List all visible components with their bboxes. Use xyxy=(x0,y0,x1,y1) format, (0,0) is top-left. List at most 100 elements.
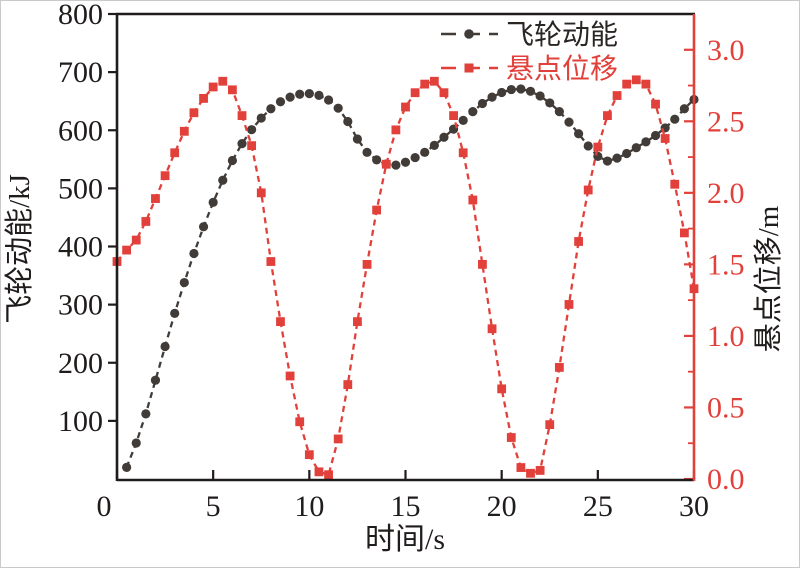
x-tick-label: 25 xyxy=(583,490,613,523)
data-point-circle xyxy=(564,117,574,127)
spines-layer xyxy=(115,12,696,482)
data-point-circle xyxy=(266,104,276,114)
y-left-tick-label: 800 xyxy=(58,1,103,31)
y-left-tick-label: 700 xyxy=(58,56,103,89)
legend-marker-square xyxy=(464,63,474,73)
data-point-square xyxy=(670,179,680,189)
y-right-tick-label: 3.0 xyxy=(707,34,745,67)
data-point-square xyxy=(256,188,266,198)
y-right-tick-label: 1.0 xyxy=(707,320,745,353)
data-point-square xyxy=(583,185,593,195)
x-tick-label: 30 xyxy=(679,490,709,523)
data-point-circle xyxy=(400,157,411,167)
data-point-circle xyxy=(554,107,564,117)
data-point-square xyxy=(439,88,449,98)
data-point-square xyxy=(612,91,622,100)
y-right-tick-label: 1.5 xyxy=(707,248,745,281)
data-point-square xyxy=(179,126,189,136)
data-point-square xyxy=(651,99,660,109)
x-tick-label: 20 xyxy=(487,490,517,523)
data-point-circle xyxy=(218,175,228,185)
data-point-circle xyxy=(170,308,180,318)
legend-item-flywheel: 飞轮动能 xyxy=(441,19,618,51)
data-point-square xyxy=(324,470,333,480)
data-point-circle xyxy=(323,95,334,105)
data-point-circle xyxy=(506,84,516,95)
data-point-square xyxy=(160,171,170,181)
data-point-square xyxy=(429,76,439,86)
data-point-circle xyxy=(256,113,266,123)
data-point-square xyxy=(141,217,151,226)
data-point-square xyxy=(266,257,276,266)
data-point-square xyxy=(285,371,295,381)
x-axis-title: 时间/s xyxy=(365,523,445,556)
legend-label: 飞轮动能 xyxy=(506,19,618,51)
data-point-square xyxy=(218,76,228,86)
data-point-square xyxy=(660,134,670,143)
data-point-circle xyxy=(439,132,449,142)
data-point-circle xyxy=(189,248,199,259)
data-point-square xyxy=(170,148,180,158)
data-point-circle xyxy=(285,92,295,102)
data-point-square xyxy=(353,317,362,327)
data-point-square xyxy=(497,384,507,394)
data-point-square xyxy=(401,102,410,112)
series-layer xyxy=(112,75,699,480)
legend-item-displacement: 悬点位移 xyxy=(441,53,618,85)
data-point-circle xyxy=(391,160,401,170)
data-point-circle xyxy=(622,148,632,159)
x-tick-label: 5 xyxy=(206,490,221,523)
y-left-tick-label: 300 xyxy=(58,289,103,322)
data-point-circle xyxy=(141,409,151,419)
data-point-circle xyxy=(352,134,363,144)
data-point-square xyxy=(468,195,478,205)
data-point-square xyxy=(228,85,237,95)
data-point-circle xyxy=(343,116,353,127)
data-point-circle xyxy=(362,147,372,157)
data-point-circle xyxy=(535,91,545,101)
data-point-square xyxy=(478,259,487,269)
data-point-circle xyxy=(516,84,526,94)
data-point-square xyxy=(449,111,458,120)
data-point-square xyxy=(487,324,497,334)
data-point-square xyxy=(564,300,574,309)
data-point-square xyxy=(304,450,314,460)
data-point-square xyxy=(554,363,564,372)
x-tick-label: 10 xyxy=(294,490,324,523)
series-line xyxy=(125,87,695,468)
data-point-circle xyxy=(295,89,305,99)
data-point-square xyxy=(295,417,305,427)
legend-marker-circle xyxy=(464,29,474,39)
data-point-square xyxy=(545,420,555,430)
data-point-circle xyxy=(131,438,141,448)
data-point-square xyxy=(151,194,160,203)
data-point-square xyxy=(458,148,468,158)
data-point-circle xyxy=(583,141,593,151)
y-right-axis-title: 悬点位移/m xyxy=(752,205,785,352)
data-point-square xyxy=(314,467,324,477)
data-point-square xyxy=(641,79,651,89)
data-point-square xyxy=(420,79,430,89)
data-point-circle xyxy=(670,114,680,124)
y-left-tick-label: 500 xyxy=(58,172,103,205)
y-right-tick-label: 0.5 xyxy=(707,391,745,424)
ticks-layer: 0 5 10 15 20 25 30 100 200 300 400 500 600 700 800 0.0 0… xyxy=(58,1,745,523)
series-line xyxy=(116,78,696,477)
data-point-circle xyxy=(237,139,247,149)
data-point-square xyxy=(516,463,526,472)
data-point-square xyxy=(199,94,208,103)
data-point-square xyxy=(343,380,353,389)
data-point-square xyxy=(631,75,641,85)
data-point-circle xyxy=(612,153,622,163)
data-point-circle xyxy=(208,197,218,207)
data-point-circle xyxy=(179,277,189,288)
data-point-circle xyxy=(497,87,507,98)
data-point-square xyxy=(362,259,372,269)
data-point-circle xyxy=(420,147,430,157)
y-right-tick-label: 2.5 xyxy=(707,105,745,138)
data-point-square xyxy=(122,245,132,255)
data-point-circle xyxy=(631,143,641,153)
data-point-circle xyxy=(545,98,555,108)
x-tick-label: 15 xyxy=(391,490,421,523)
